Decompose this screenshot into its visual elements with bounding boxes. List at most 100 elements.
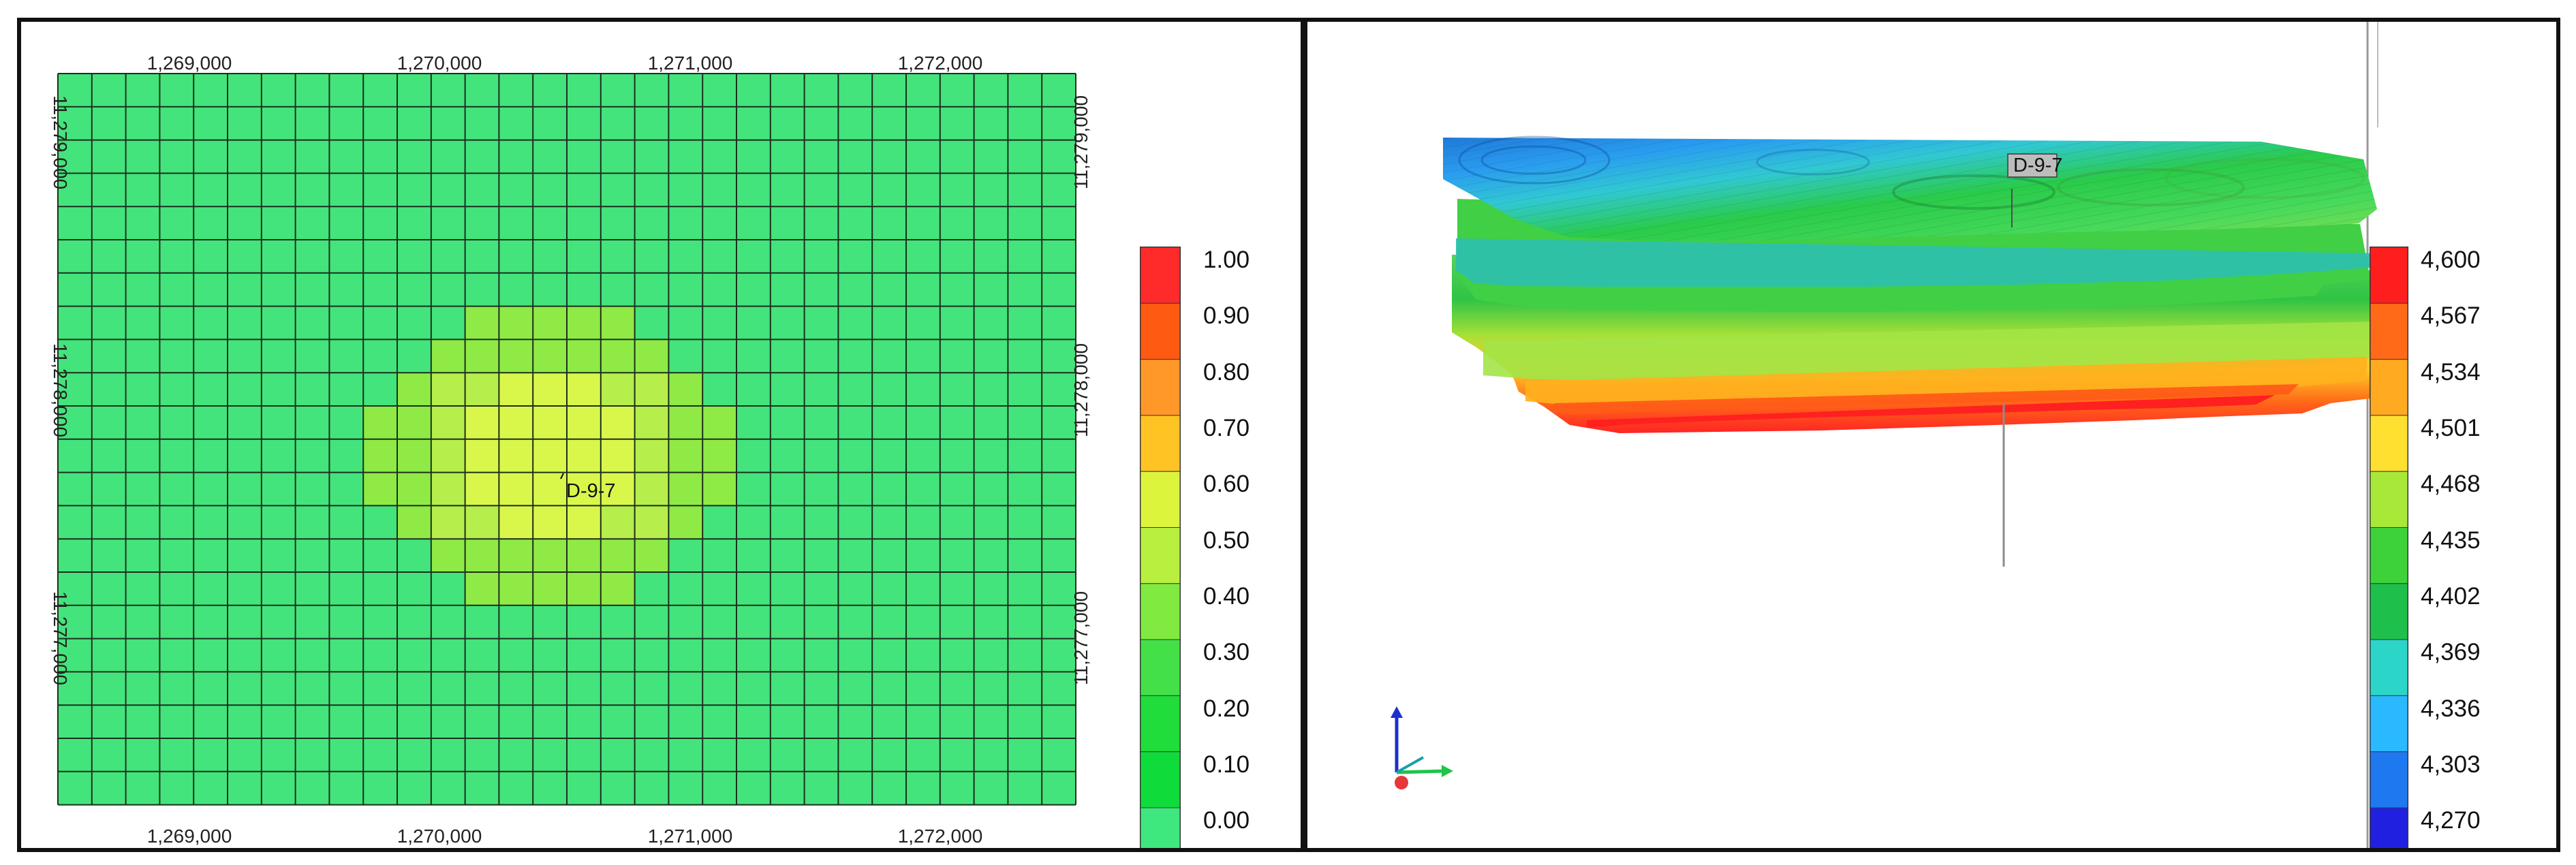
- legend-label-3: 0.70: [1203, 415, 1250, 441]
- legend-label-10: 0.00: [1203, 807, 1250, 834]
- map-cell: [465, 339, 499, 373]
- map-cell: [397, 505, 431, 539]
- map-cell: [533, 572, 567, 606]
- map-cell: [634, 373, 669, 406]
- x-tick-top-3: 1,271,000: [648, 52, 733, 74]
- y-tick-left-3: 11,277,000: [50, 591, 71, 685]
- map-cell: [668, 406, 703, 439]
- map-cell: [634, 406, 669, 439]
- x-tick-top-4: 1,272,000: [898, 52, 983, 74]
- map-legend-swatch: [1140, 302, 1181, 360]
- map-legend-swatch: [1140, 695, 1181, 753]
- y-tick-left-2: 11,278,000: [50, 343, 71, 437]
- volume-legend-label-0: 4,600: [2421, 247, 2481, 273]
- map-cell: [499, 539, 533, 572]
- map-cell: [465, 539, 499, 572]
- map-cell: [465, 439, 499, 473]
- map-cell: [567, 439, 601, 473]
- map-cell: [465, 406, 499, 439]
- map-cell: [533, 539, 567, 572]
- map-legend: [1140, 247, 1181, 848]
- map-legend-swatch: [1140, 583, 1181, 640]
- map-legend-swatch: [1140, 527, 1181, 584]
- volume-view-svg: D-9-7 4,600 4,567 4,534 4,501 4,468 4,43…: [1391, 22, 2481, 848]
- y-tick-right-2: 11,278,000: [1070, 343, 1091, 437]
- volume-legend-label-4: 4,468: [2421, 471, 2481, 497]
- map-cell: [668, 439, 703, 473]
- volume-legend-swatch: [2370, 247, 2408, 304]
- map-cell: [567, 306, 601, 340]
- map-cell: [702, 472, 736, 506]
- map-cell: [431, 339, 465, 373]
- map-cell: [600, 373, 635, 406]
- map-cell: [499, 505, 533, 539]
- legend-label-2: 0.80: [1203, 359, 1250, 386]
- map-cell: [702, 406, 736, 439]
- volume-legend-label-1: 4,567: [2421, 302, 2481, 329]
- map-legend-swatch: [1140, 471, 1181, 529]
- legend-label-5: 0.50: [1203, 527, 1250, 554]
- volume-legend-label-3: 4,501: [2421, 415, 2481, 441]
- legend-label-4: 0.60: [1203, 471, 1250, 497]
- legend-label-7: 0.30: [1203, 639, 1250, 665]
- map-cell: [465, 306, 499, 340]
- legend-label-0: 1.00: [1203, 247, 1250, 273]
- x-tick-bottom-4: 1,272,000: [898, 825, 983, 847]
- map-cell: [567, 472, 601, 506]
- y-tick-right-1: 11,279,000: [1070, 95, 1091, 189]
- map-legend-swatch: [1140, 639, 1181, 696]
- map-cell: [499, 306, 533, 340]
- well-marker-icon: [560, 473, 564, 479]
- x-tick-top-2: 1,270,000: [397, 52, 482, 74]
- axis-gizmo-icon: [1391, 706, 1453, 789]
- volume-legend-swatch: [2370, 471, 2408, 529]
- map-cell: [567, 339, 601, 373]
- map-cell: [567, 406, 601, 439]
- volume-legend: [2370, 247, 2408, 848]
- map-cell: [499, 373, 533, 406]
- volume-legend-swatch: [2370, 695, 2408, 753]
- map-legend-swatch: [1140, 415, 1181, 472]
- volume-legend-label-8: 4,336: [2421, 695, 2481, 722]
- map-legend-swatch: [1140, 247, 1181, 304]
- map-cell: [600, 406, 635, 439]
- map-cell: [600, 505, 635, 539]
- volume-legend-label-9: 4,303: [2421, 751, 2481, 778]
- map-cell: [465, 505, 499, 539]
- volume-legend-label-10: 4,270: [2421, 807, 2481, 834]
- map-cell: [668, 472, 703, 506]
- legend-label-8: 0.20: [1203, 695, 1250, 722]
- map-cell: [600, 539, 635, 572]
- map-cell: [465, 572, 499, 606]
- map-cell: [363, 439, 397, 473]
- x-tick-top-1: 1,269,000: [147, 52, 232, 74]
- map-cell: [431, 439, 465, 473]
- map-cell: [397, 406, 431, 439]
- grid-map: [57, 73, 1076, 806]
- volume-legend-label-5: 4,435: [2421, 527, 2481, 554]
- volume-legend-swatch: [2370, 302, 2408, 360]
- map-cell: [431, 472, 465, 506]
- map-cell: [634, 439, 669, 473]
- map-cell: [431, 373, 465, 406]
- map-cell: [397, 439, 431, 473]
- legend-label-9: 0.10: [1203, 751, 1250, 778]
- map-cell: [600, 439, 635, 473]
- map-cell: [533, 406, 567, 439]
- volume-legend-swatch: [2370, 639, 2408, 696]
- map-cell: [363, 472, 397, 506]
- volume-legend-swatch: [2370, 527, 2408, 584]
- x-tick-bottom-3: 1,271,000: [648, 825, 733, 847]
- map-view-svg: 1,269,000 1,270,000 1,271,000 1,272,000 …: [50, 52, 1250, 848]
- map-cell: [600, 339, 635, 373]
- map-cell: [499, 339, 533, 373]
- volume-legend-label-6: 4,402: [2421, 583, 2481, 610]
- volume-legend-swatch: [2370, 807, 2408, 848]
- y-tick-right-3: 11,277,000: [1070, 591, 1091, 685]
- volume-legend-label-7: 4,369: [2421, 639, 2481, 665]
- map-cell: [634, 505, 669, 539]
- map-cell: [465, 472, 499, 506]
- map-legend-swatch: [1140, 807, 1181, 848]
- map-cell: [431, 539, 465, 572]
